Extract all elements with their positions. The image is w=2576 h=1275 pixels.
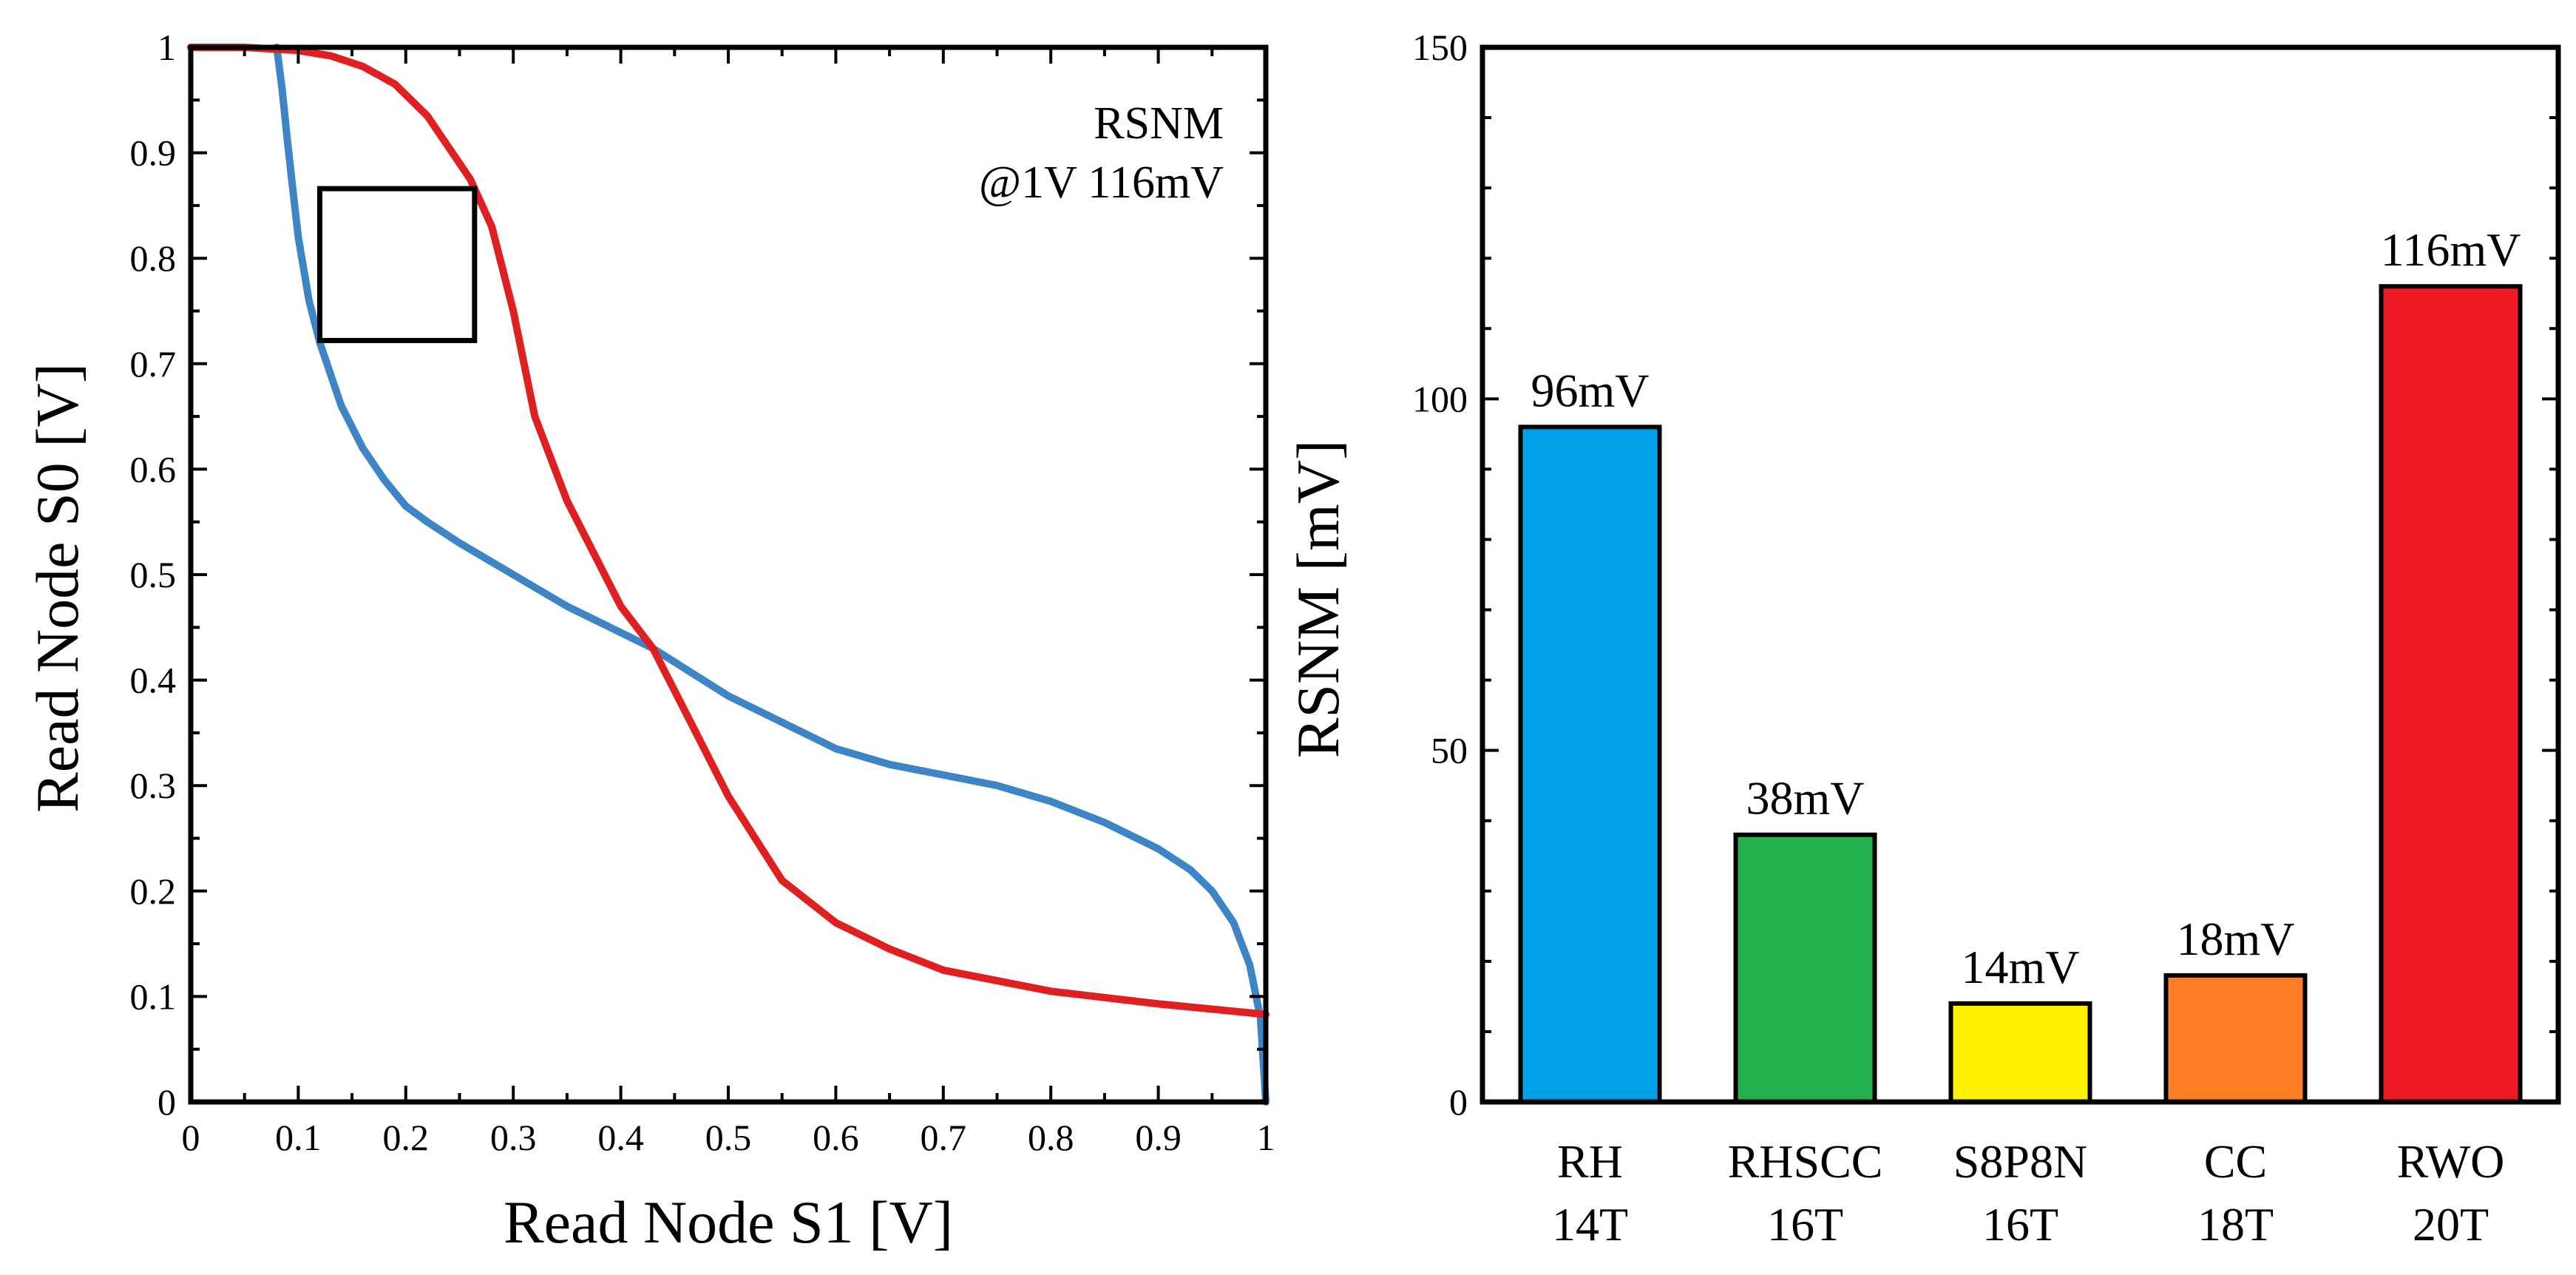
plot-frame	[1479, 44, 2561, 1105]
category-label: 20T	[2413, 1198, 2489, 1251]
curve-red	[187, 44, 1270, 1018]
category-label: RH	[1557, 1135, 1623, 1188]
x-tick-labels: 0 0.1 0.2 0.3 0.4 0.5 0.6 0.7 0.8 0.9 1	[182, 1117, 1275, 1158]
category-label: 16T	[1982, 1198, 2058, 1251]
x-tick-label: 1	[1257, 1117, 1275, 1158]
y-tick-labels: 0 50 100 150	[1412, 27, 1468, 1123]
x-tick-label: 0.4	[597, 1117, 644, 1158]
y-tick-label: 0.9	[130, 132, 177, 174]
data-label: 38mV	[1746, 772, 1865, 825]
data-label: 18mV	[2177, 913, 2295, 965]
category-label: S8P8N	[1953, 1135, 2087, 1188]
y-tick-label: 150	[1412, 27, 1468, 68]
y-axis-title: RSNM [mV]	[1284, 440, 1352, 759]
x-tick-label: 0.6	[813, 1117, 859, 1158]
annotation-line-2: @1V 116mV	[979, 158, 1224, 208]
bars-layer	[1518, 284, 2523, 1105]
y-tick-label: 0.2	[130, 870, 177, 912]
y-tick-label: 0.4	[130, 660, 177, 701]
x-tick-label: 0.9	[1135, 1117, 1182, 1158]
annotation-line-1: RSNM	[1094, 98, 1224, 149]
y-tick-label: 0.3	[130, 765, 177, 806]
noise-margin-square	[316, 186, 478, 343]
y-tick-label: 0.1	[130, 975, 177, 1017]
y-tick-label: 0.8	[130, 237, 177, 279]
x-tick-label: 0	[182, 1117, 200, 1158]
y-tick-label: 50	[1431, 730, 1468, 771]
bar-rh	[1518, 425, 1662, 1104]
category-labels: RH 14T RHSCC 16T S8P8N 16T CC 18T RWO 20T	[1552, 1135, 2504, 1251]
bar-rhscc	[1733, 832, 1877, 1105]
x-tick-label: 0.3	[490, 1117, 537, 1158]
data-label: 14mV	[1962, 941, 2080, 993]
data-labels: 96mV 38mV 14mV 18mV 116mV	[1531, 223, 2521, 993]
curves-layer	[187, 44, 1270, 1106]
butterfly-curve-chart: 0 0.1 0.2 0.3 0.4 0.5 0.6 0.7 0.8 0.9 1 0 0.1 0.2 0.3…	[24, 27, 1275, 1256]
x-axis-title: Read Node S1 [V]	[504, 1188, 953, 1256]
bar-s8p8n	[1948, 1001, 2092, 1104]
plot-frame	[188, 44, 1269, 1105]
x-tick-label: 0.5	[705, 1117, 752, 1158]
data-label: 96mV	[1531, 364, 1650, 416]
y-tick-label: 0.7	[130, 343, 177, 385]
category-label: RHSCC	[1728, 1135, 1883, 1188]
category-label: 14T	[1552, 1198, 1628, 1251]
category-label: RWO	[2397, 1135, 2505, 1188]
data-label: 116mV	[2381, 223, 2521, 276]
category-label: 16T	[1767, 1198, 1843, 1251]
bar-rwo	[2379, 284, 2523, 1104]
y-tick-label: 100	[1412, 378, 1468, 419]
category-label: CC	[2204, 1135, 2267, 1188]
y-tick-label: 0	[1449, 1081, 1468, 1123]
x-tick-label: 0.8	[1028, 1117, 1074, 1158]
category-label: 18T	[2197, 1198, 2274, 1251]
x-tick-label: 0.1	[275, 1117, 322, 1158]
x-tick-label: 0.2	[383, 1117, 430, 1158]
y-tick-label: 0	[157, 1081, 176, 1123]
bar-cc	[2163, 973, 2308, 1104]
y-axis-title: Read Node S0 [V]	[24, 363, 91, 813]
y-tick-label: 1	[157, 27, 176, 68]
y-tick-labels: 0 0.1 0.2 0.3 0.4 0.5 0.6 0.7 0.8 0.9 1	[130, 27, 177, 1123]
rsnm-bar-chart: 0 50 100 150 96mV 38mV 14mV 18mV 116mV RH 14T RHS…	[1284, 27, 2561, 1251]
x-tick-label: 0.7	[921, 1117, 967, 1158]
y-tick-label: 0.5	[130, 554, 177, 595]
curve-blue	[273, 44, 1270, 1106]
y-tick-label: 0.6	[130, 448, 177, 490]
